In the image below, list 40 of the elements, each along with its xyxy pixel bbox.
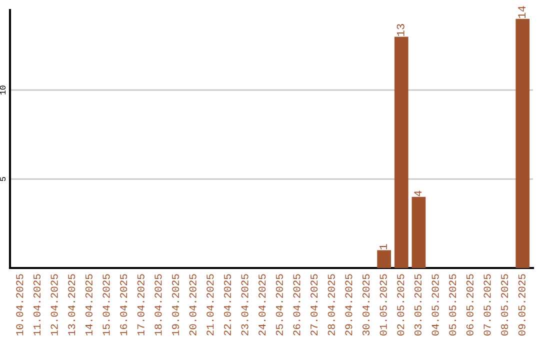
bar bbox=[412, 196, 426, 268]
data-label: 4 bbox=[414, 190, 422, 196]
x-tick-label: 15.04.2025 bbox=[102, 274, 110, 336]
x-tick-label: 21.04.2025 bbox=[206, 274, 214, 336]
x-tick-label: 06.05.2025 bbox=[466, 274, 474, 336]
y-tick-label: 10 bbox=[0, 86, 6, 94]
x-tick-label: 28.04.2025 bbox=[328, 274, 335, 336]
x-tick-label: 25.04.2025 bbox=[276, 274, 283, 336]
bar bbox=[394, 36, 408, 268]
x-tick-label: 01.05.2025 bbox=[380, 274, 387, 336]
x-tick-label: 23.04.2025 bbox=[241, 274, 248, 336]
x-tick-label: 04.05.2025 bbox=[432, 274, 439, 336]
x-tick-label: 05.05.2025 bbox=[449, 274, 456, 336]
data-label: 13 bbox=[396, 24, 404, 36]
x-tick-label: 27.04.2025 bbox=[310, 274, 318, 336]
x-tick-label: 07.05.2025 bbox=[484, 274, 491, 336]
x-tick-label: 17.04.2025 bbox=[137, 274, 144, 336]
data-label: 14 bbox=[518, 6, 526, 18]
x-tick-label: 16.04.2025 bbox=[120, 274, 128, 336]
x-tick-label: 13.04.2025 bbox=[68, 274, 76, 336]
bar bbox=[377, 250, 391, 268]
x-tick-label: 24.04.2025 bbox=[258, 274, 266, 336]
x-tick-label: 14.04.2025 bbox=[85, 274, 92, 336]
x-tick-label: 03.05.2025 bbox=[414, 274, 422, 336]
y-tick-label: 5 bbox=[0, 177, 6, 182]
x-tick-label: 26.04.2025 bbox=[293, 274, 300, 336]
x-tick-label: 02.05.2025 bbox=[397, 274, 404, 336]
x-tick-label: 19.04.2025 bbox=[172, 274, 180, 336]
x-tick-label: 22.04.2025 bbox=[224, 274, 231, 336]
x-tick-label: 08.05.2025 bbox=[501, 274, 508, 336]
x-tick-label: 12.04.2025 bbox=[50, 274, 58, 336]
x-tick-label: 09.05.2025 bbox=[518, 274, 526, 336]
x-tick-label: 11.04.2025 bbox=[33, 274, 41, 336]
x-tick-label: 18.04.2025 bbox=[154, 274, 162, 336]
x-tick-label: 10.04.2025 bbox=[16, 274, 24, 336]
data-label: 1 bbox=[380, 244, 387, 250]
bar bbox=[516, 18, 530, 268]
x-tick-label: 30.04.2025 bbox=[362, 274, 370, 336]
x-tick-label: 20.04.2025 bbox=[189, 274, 196, 336]
x-tick-label: 29.04.2025 bbox=[345, 274, 352, 336]
